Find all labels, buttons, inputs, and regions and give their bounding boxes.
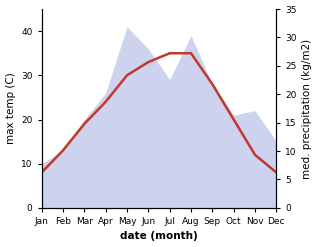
Y-axis label: med. precipitation (kg/m2): med. precipitation (kg/m2) xyxy=(302,38,313,179)
X-axis label: date (month): date (month) xyxy=(120,231,198,242)
Y-axis label: max temp (C): max temp (C) xyxy=(5,73,16,144)
